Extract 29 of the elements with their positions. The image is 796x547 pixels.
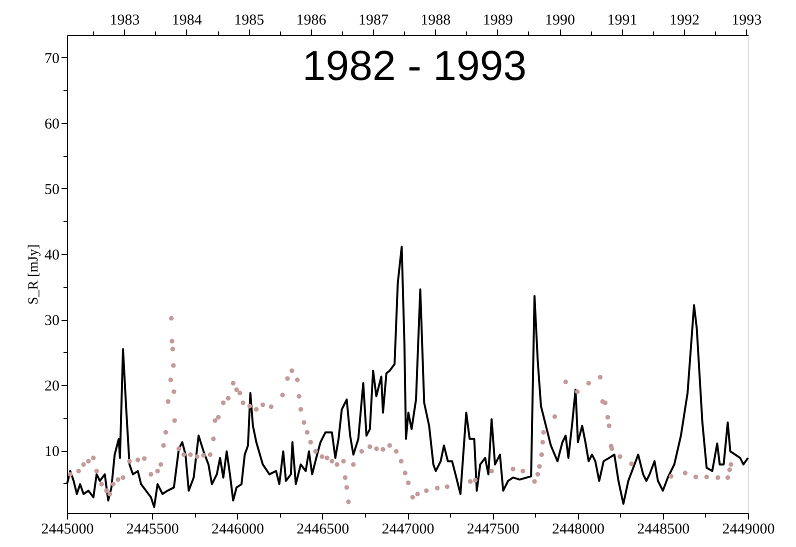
x-tick-label: 2446000 xyxy=(212,522,264,538)
y-tick-label: 60 xyxy=(44,116,60,132)
y-tick-label: 20 xyxy=(44,378,60,395)
x2-tick-label: 1988 xyxy=(420,12,451,28)
x2-tick-label: 1984 xyxy=(172,12,202,28)
x-tick-label: 2448000 xyxy=(552,522,604,538)
x2-tick-label: 1993 xyxy=(732,12,762,28)
y-tick-label: 50 xyxy=(44,182,60,198)
y-tick-label: 70 xyxy=(44,50,60,67)
y-axis-title: S_R [mJy] xyxy=(26,244,42,305)
x2-tick-label: 1987 xyxy=(358,12,389,28)
x2-tick-label: 1992 xyxy=(669,12,700,28)
x2-tick-label: 1990 xyxy=(545,12,576,28)
x2-tick-label: 1986 xyxy=(296,12,327,28)
y-tick-label: 10 xyxy=(44,444,60,460)
x-tick-label: 2447500 xyxy=(466,522,520,538)
x-tick-label: 2448500 xyxy=(637,522,690,538)
x2-tick-label: 1985 xyxy=(234,12,264,28)
x-tick-label: 2449000 xyxy=(722,522,775,538)
x-tick-label: 2445500 xyxy=(126,522,179,538)
x-tick-label: 2445000 xyxy=(41,522,94,538)
x-tick-label: 2447000 xyxy=(382,522,434,538)
y-tick-label: 30 xyxy=(44,313,60,330)
chart-title: 1982 - 1993 xyxy=(302,42,527,89)
y-tick-label: 40 xyxy=(44,248,60,264)
x2-tick-label: 1991 xyxy=(607,12,638,28)
x2-tick-label: 1989 xyxy=(482,12,513,28)
x-tick-label: 2446500 xyxy=(296,522,350,538)
x2-tick-label: 1983 xyxy=(110,12,140,28)
